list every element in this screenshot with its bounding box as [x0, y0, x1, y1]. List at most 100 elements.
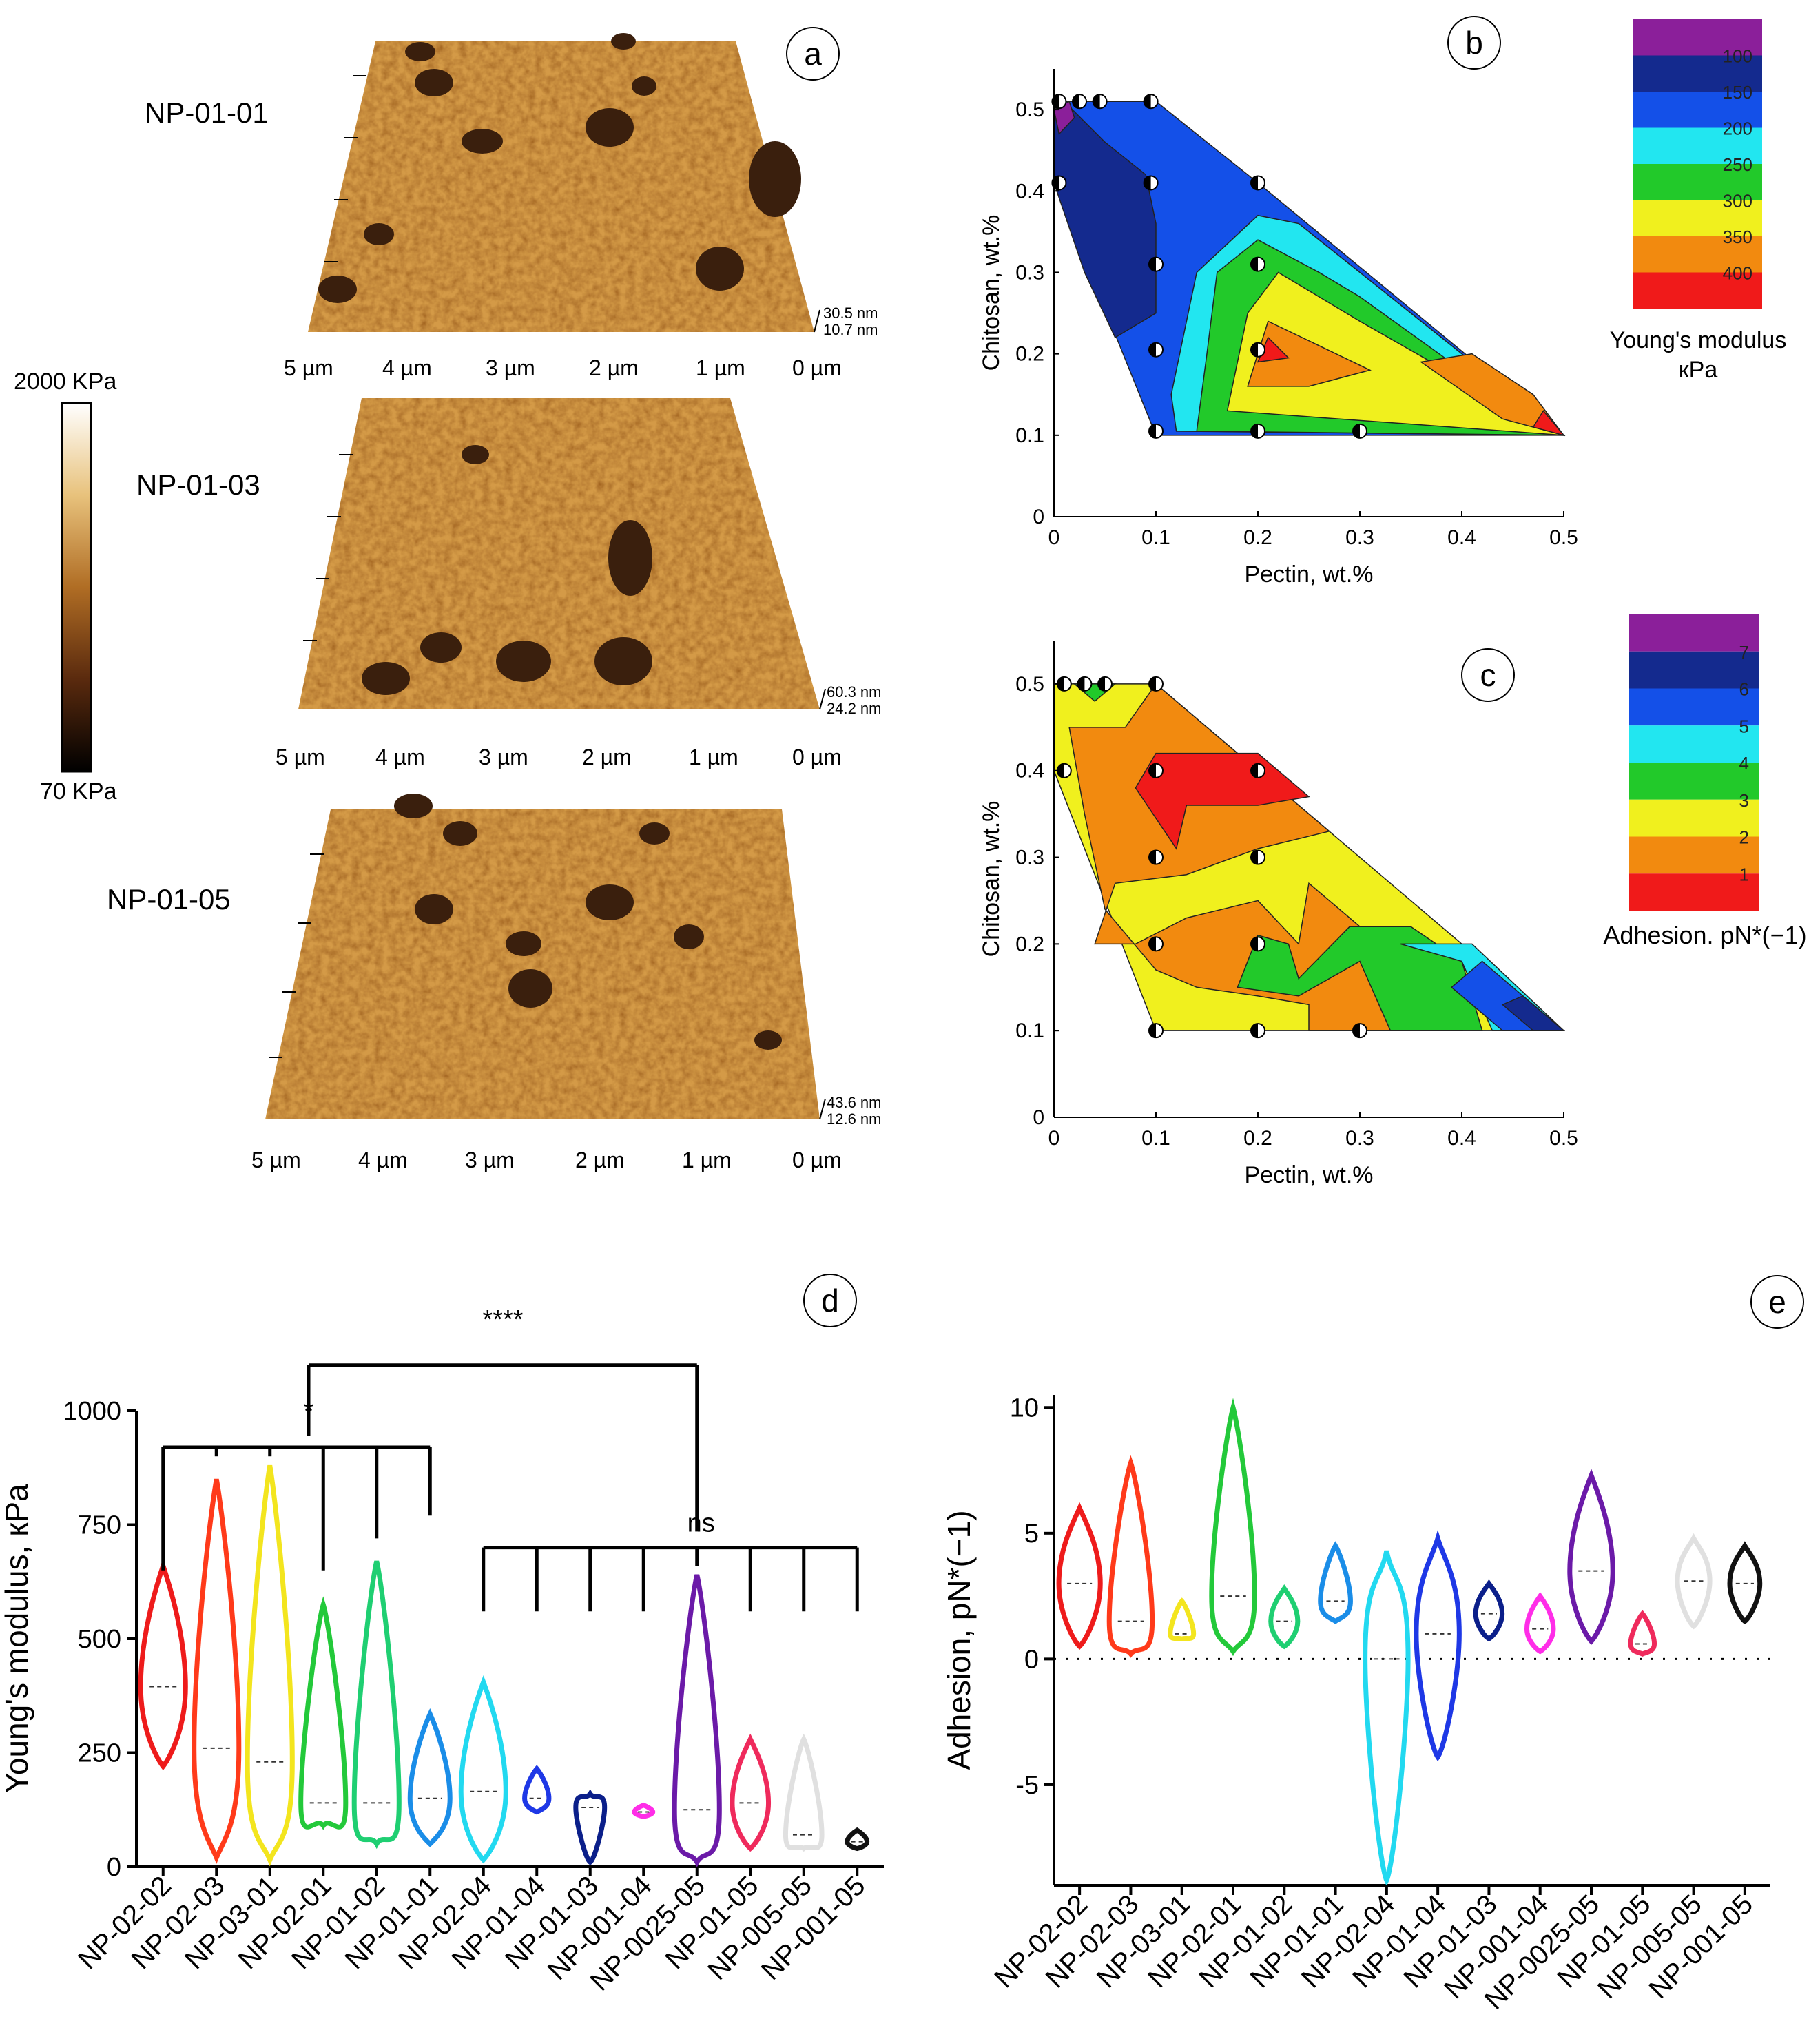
sample-point [1092, 94, 1108, 110]
sample-point [1051, 94, 1067, 110]
contour-legend: 7 6 5 4 3 2 1 [1629, 614, 1759, 911]
panel-a: 2000 KPa 70 KPa NP-01-01 [14, 27, 882, 1172]
x-tick-label: 0.3 [1345, 526, 1374, 549]
panel-c: 0 0.1 0.2 0.3 0.4 0.5 0 0.1 0.2 0.3 0.4 0.5 Pectin, … [978, 614, 1807, 1188]
violin [245, 1464, 295, 1867]
colorbar-max-label: 2000 KPa [14, 369, 116, 395]
x-tick: 3 µm [465, 1148, 515, 1172]
z-scale-top: 60.3 nm [827, 683, 882, 701]
violin [351, 1560, 402, 1850]
sample-point [1097, 676, 1113, 692]
afm-image-label: NP-01-05 [107, 883, 231, 915]
violin [138, 1558, 188, 1771]
sample-point [1148, 423, 1164, 439]
sample-point [1072, 94, 1087, 110]
legend-title-line1: Young's modulus [1610, 327, 1787, 353]
violin [1318, 1541, 1353, 1624]
y-tick-label: 0.1 [1015, 424, 1044, 447]
legend-swatch [1629, 688, 1759, 726]
sample-point [1148, 256, 1164, 272]
legend-swatch [1633, 55, 1762, 92]
sample-point [1250, 1023, 1265, 1039]
legend-level-label: 3 [1739, 790, 1749, 811]
legend-level-label: 150 [1723, 82, 1752, 103]
legend-level-label: 350 [1723, 227, 1752, 247]
x-tick: 2 µm [582, 745, 632, 769]
sample-point [1250, 849, 1265, 865]
legend-swatch [1633, 19, 1762, 56]
x-tick-label: 0.1 [1141, 1127, 1170, 1150]
afm-z-scale: 60.3 nm 24.2 nm [819, 683, 882, 717]
afm-z-scale: 43.6 nm 12.6 nm [819, 1094, 882, 1128]
sample-point [1148, 849, 1164, 865]
sample-point [1148, 936, 1164, 952]
afm-side-ticks [324, 75, 366, 262]
sample-point [1077, 676, 1093, 692]
legend-swatch [1629, 836, 1759, 874]
sample-point [1051, 175, 1067, 191]
contour-legend: 100 150 200 250 300 350 400 [1633, 19, 1762, 309]
y-tick-label: 0 [1033, 506, 1044, 528]
violin [730, 1733, 772, 1852]
y-axis-title: Adhesion, pN*(−1) [941, 1510, 977, 1770]
y-tick-label: 0.4 [1015, 180, 1044, 203]
violin [522, 1765, 552, 1815]
afm-surface [308, 41, 814, 332]
afm-surface [265, 809, 820, 1119]
sig-label-big: **** [482, 1305, 523, 1334]
x-tick: 1 µm [689, 745, 738, 769]
x-tick: 5 µm [251, 1148, 301, 1172]
legend-level-label: 1 [1739, 864, 1749, 884]
afm-z-scale: 30.5 nm 10.7 nm [814, 304, 878, 338]
panel-label-c: c [1461, 648, 1515, 702]
violin [1209, 1398, 1257, 1657]
y-tick-label: 750 [78, 1511, 121, 1540]
y-tick-label: 5 [1024, 1520, 1039, 1548]
violin [192, 1478, 242, 1864]
y-tick-label: 0.2 [1015, 343, 1044, 366]
sample-point [1148, 1023, 1164, 1039]
legend-swatch [1633, 236, 1762, 273]
svg-text:e: e [1768, 1284, 1786, 1320]
legend-level-label: 4 [1739, 753, 1749, 774]
y-axis-title: Chitosan, wt.% [978, 215, 1004, 371]
sig-label-ns: ns [687, 1509, 715, 1537]
z-scale-bottom: 24.2 nm [827, 700, 882, 717]
legend-swatch [1629, 651, 1759, 689]
afm-side-ticks [269, 853, 324, 1058]
panel-label-a: a [786, 27, 840, 81]
x-tick-label: 0.1 [1141, 526, 1170, 549]
svg-text:d: d [821, 1283, 839, 1318]
violin [1567, 1469, 1615, 1646]
x-tick-label: 0.2 [1243, 526, 1272, 549]
violin [632, 1802, 656, 1819]
x-tick-label: 0.3 [1345, 1127, 1374, 1150]
x-tick: 1 µm [696, 355, 745, 380]
z-scale-top: 43.6 nm [827, 1094, 882, 1111]
z-scale-bottom: 10.7 nm [823, 321, 878, 338]
sample-point [1148, 676, 1164, 692]
x-tick-label: 0 [1048, 526, 1060, 549]
svg-text:a: a [804, 36, 822, 72]
sample-point [1352, 423, 1367, 439]
violin [845, 1827, 870, 1852]
legend-swatch [1633, 92, 1762, 128]
sample-point [1143, 94, 1159, 110]
sample-point [1250, 342, 1265, 358]
x-tick-label: 0.4 [1447, 1127, 1476, 1150]
x-tick: 2 µm [575, 1148, 625, 1172]
colorbar-min-label: 70 KPa [40, 778, 117, 805]
sample-point [1148, 342, 1164, 358]
x-tick-label: 0 [1048, 1127, 1060, 1150]
sample-point [1056, 676, 1072, 692]
contour-band [1419, 353, 1565, 437]
sample-point [1250, 936, 1265, 952]
y-tick-label: 0 [1024, 1645, 1039, 1674]
legend-level-label: 300 [1723, 191, 1752, 211]
legend-swatch [1633, 272, 1762, 309]
legend-level-label: 400 [1723, 263, 1752, 284]
x-tick: 3 µm [479, 745, 528, 769]
violin [1473, 1579, 1505, 1642]
sample-point [1250, 763, 1265, 778]
